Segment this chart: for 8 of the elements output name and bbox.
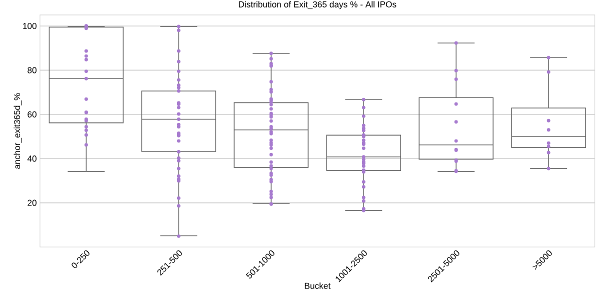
- y-tick-label: 80: [28, 67, 36, 74]
- chart-title: Distribution of Exit_365 days % - All IPOs: [238, 1, 396, 10]
- y-axis-title: anchor_exit365d_%: [14, 93, 22, 169]
- y-tick-label: 100: [23, 22, 36, 30]
- y-tick-label: 20: [28, 200, 36, 206]
- y-tick-label: 40: [27, 156, 36, 162]
- y-tick-label: 60: [28, 111, 36, 118]
- x-axis-title: Bucket: [304, 282, 331, 289]
